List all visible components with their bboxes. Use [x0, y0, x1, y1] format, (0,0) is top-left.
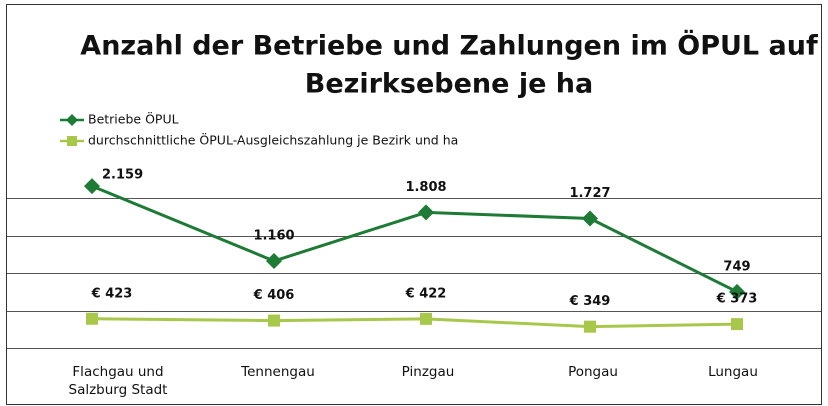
- marker: [266, 253, 282, 269]
- marker: [418, 204, 434, 221]
- data-label: 749: [723, 259, 750, 274]
- data-label: € 423: [91, 286, 133, 301]
- chart-title: Bezirksebene je ha: [305, 69, 594, 100]
- x-tick-label: Flachgau und Salzburg Stadt: [68, 364, 168, 398]
- data-label: 2.159: [102, 168, 143, 183]
- data-label: € 422: [405, 286, 447, 301]
- marker: [86, 312, 98, 325]
- series-line: [91, 317, 738, 329]
- data-label: € 406: [253, 288, 295, 303]
- chart-title: Anzahl der Betriebe und Zahlungen im ÖPU…: [80, 29, 818, 62]
- marker: [268, 314, 280, 327]
- legend-marker: [66, 114, 78, 126]
- legend-label: durchschnittliche ÖPUL-Ausgleichszahlung…: [88, 132, 458, 148]
- legend-label: Betriebe ÖPUL: [88, 111, 179, 127]
- x-tick-label: Tennengau: [241, 364, 315, 380]
- frame: [6, 4, 822, 405]
- series-line: [91, 184, 738, 294]
- data-label: 1.808: [405, 180, 446, 195]
- legend-marker: [67, 136, 77, 146]
- marker: [582, 210, 598, 227]
- x-tick-label: Pongau: [568, 364, 618, 380]
- x-tick-label: Lungau: [708, 364, 758, 380]
- data-label: 1.160: [253, 229, 294, 244]
- data-label: € 349: [569, 294, 611, 309]
- marker: [731, 318, 743, 331]
- data-label: € 373: [716, 292, 758, 307]
- marker: [420, 312, 432, 325]
- marker: [729, 283, 745, 300]
- x-tick-label: Pinzgau: [401, 364, 455, 380]
- marker: [84, 178, 100, 195]
- data-label: 1.727: [569, 186, 610, 201]
- marker: [584, 320, 596, 333]
